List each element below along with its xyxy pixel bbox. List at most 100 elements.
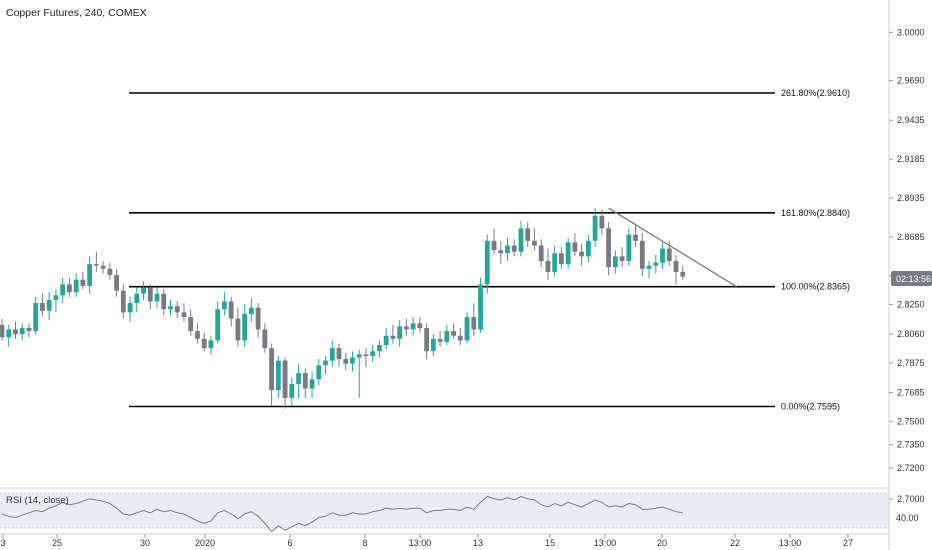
candle xyxy=(80,271,86,290)
rsi-label: RSI (14, close) xyxy=(6,495,69,506)
candle xyxy=(606,222,611,276)
candle-body xyxy=(666,248,672,262)
candle-body xyxy=(154,293,160,302)
candle-body xyxy=(552,253,558,272)
candle xyxy=(127,296,133,322)
candle xyxy=(19,323,25,341)
candle-body xyxy=(107,268,113,276)
time-axis[interactable]: 3 25 30 2020 6 8 13:00 13 15 13:00 20 22 13:00 27 xyxy=(0,534,853,548)
candle xyxy=(404,318,409,336)
candle xyxy=(559,247,564,269)
candle xyxy=(181,303,187,322)
candle-body xyxy=(120,290,126,313)
candle xyxy=(511,239,517,257)
candle-body xyxy=(269,348,274,391)
candle xyxy=(565,237,571,269)
candle-body xyxy=(437,338,443,342)
candle xyxy=(356,349,362,398)
candle-body xyxy=(633,234,638,241)
candle xyxy=(538,239,544,268)
candle xyxy=(619,247,625,268)
candle-body xyxy=(390,335,396,339)
candle-body xyxy=(606,228,611,268)
time-tick-label: 3 xyxy=(0,538,5,548)
candle xyxy=(188,309,194,336)
candle-body xyxy=(356,354,362,358)
candle xyxy=(168,299,173,316)
candle-body xyxy=(592,215,598,241)
fib-level-label: 100.00%(2.8365) xyxy=(781,282,850,292)
candle xyxy=(0,318,5,341)
time-tick-label: 13:00 xyxy=(594,538,617,548)
candle xyxy=(174,301,180,319)
time-tick-label: 2020 xyxy=(195,538,215,548)
candle xyxy=(67,278,72,297)
candle-body xyxy=(424,327,430,352)
candle-body xyxy=(350,357,355,364)
candle xyxy=(633,225,638,248)
price-tick-label: 2.8250 xyxy=(897,300,925,310)
rsi-band xyxy=(0,493,889,528)
candle-body xyxy=(404,326,409,330)
candle-body xyxy=(87,264,93,286)
current-price-badge-bg xyxy=(891,271,932,286)
candle xyxy=(390,324,396,344)
candle xyxy=(255,303,261,338)
candle-body xyxy=(275,360,281,391)
time-tick-label: 15 xyxy=(545,538,555,548)
price-tick-label: 2.8685 xyxy=(897,232,925,242)
candle xyxy=(309,371,315,398)
candle-body xyxy=(208,340,214,349)
candle-body xyxy=(511,245,517,252)
candle-body xyxy=(248,307,254,314)
candle-body xyxy=(660,248,665,263)
candle xyxy=(525,222,531,248)
fibonacci-levels[interactable]: 261.80%(2.9610) 161.80%(2.8840) 100.00%(2.… xyxy=(129,88,850,412)
candle-body xyxy=(323,360,328,366)
candle xyxy=(464,312,470,344)
candle xyxy=(491,228,497,255)
candle-body xyxy=(309,379,315,389)
candle xyxy=(343,352,349,370)
candle xyxy=(350,351,355,372)
candle-body xyxy=(585,240,591,257)
chart-title: Copper Futures, 240, COMEX xyxy=(6,7,147,19)
candle-body xyxy=(505,245,510,254)
candle-body xyxy=(626,234,632,262)
candle xyxy=(599,209,605,235)
candle xyxy=(53,289,59,313)
candle xyxy=(40,293,45,316)
price-tick-label: 2.9185 xyxy=(897,154,925,164)
time-tick-label: 13:00 xyxy=(779,538,802,548)
candle-body xyxy=(262,329,268,349)
candle-body xyxy=(53,295,59,300)
candle xyxy=(87,256,93,294)
price-tick-label: 2.7200 xyxy=(897,463,925,473)
trendline[interactable] xyxy=(608,207,737,288)
candle xyxy=(363,348,369,367)
candle-body xyxy=(538,245,544,262)
candle xyxy=(451,323,456,339)
candle xyxy=(498,240,504,265)
time-tick-label: 8 xyxy=(362,538,367,548)
time-tick-label: 30 xyxy=(140,538,150,548)
candle-body xyxy=(80,279,86,286)
candle xyxy=(73,273,79,297)
price-tick-label: 2.7350 xyxy=(897,440,925,450)
candle xyxy=(612,250,618,274)
candle-body xyxy=(289,383,295,398)
candle xyxy=(141,281,146,300)
rsi-axis-tick: 40.00 xyxy=(896,513,919,523)
candle xyxy=(262,323,268,353)
current-price-badge: 02:13:56 xyxy=(891,271,932,286)
candle xyxy=(100,261,106,274)
candle-body xyxy=(40,303,45,311)
candle-body xyxy=(619,256,625,262)
candle-body xyxy=(430,338,436,352)
price-tick-label: 3.0000 xyxy=(897,27,925,37)
candle xyxy=(417,317,423,333)
candle xyxy=(626,228,632,266)
candle-body xyxy=(235,318,241,341)
price-tick-label: 2.7500 xyxy=(897,416,925,426)
